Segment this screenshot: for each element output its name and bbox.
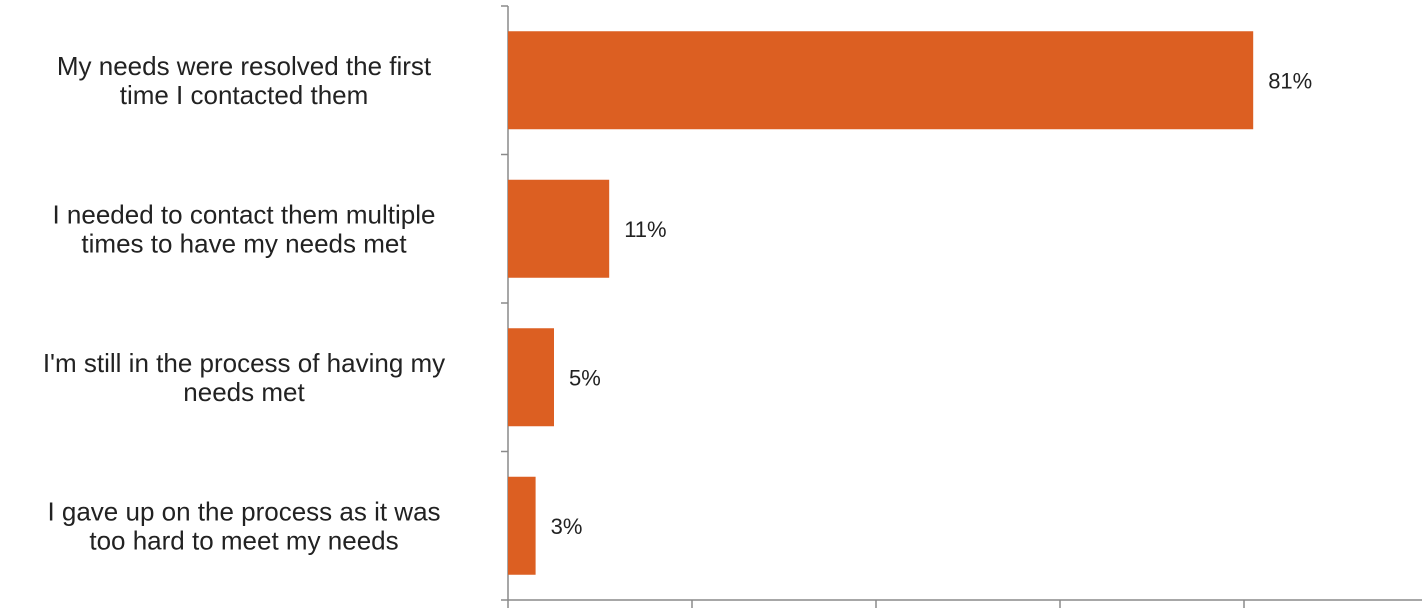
- category-label-line: I'm still in the process of having my: [43, 348, 445, 378]
- data-label: 5%: [569, 365, 601, 390]
- category-label-line: I needed to contact them multiple: [52, 199, 435, 229]
- bar: [508, 31, 1254, 130]
- data-label: 3%: [551, 514, 583, 539]
- category-label: My needs were resolved the first time I c…: [57, 51, 432, 110]
- category-label-line: My needs were resolved the first: [57, 51, 432, 81]
- data-label: 81%: [1268, 68, 1312, 93]
- category-label: I gave up on the process as it was too ha…: [47, 496, 440, 555]
- category-label-line: I gave up on the process as it was: [47, 496, 440, 526]
- bar: [508, 476, 536, 575]
- data-label: 11%: [624, 217, 666, 242]
- category-label-line: too hard to meet my needs: [89, 525, 398, 555]
- category-label-line: time I contacted them: [120, 80, 369, 110]
- bar: [508, 179, 610, 278]
- category-label-line: times to have my needs met: [81, 228, 407, 258]
- category-label-line: needs met: [183, 377, 305, 407]
- bar: [508, 328, 554, 427]
- category-label: I'm still in the process of having my nee…: [43, 348, 445, 407]
- category-label: I needed to contact them multiple times t…: [52, 199, 435, 258]
